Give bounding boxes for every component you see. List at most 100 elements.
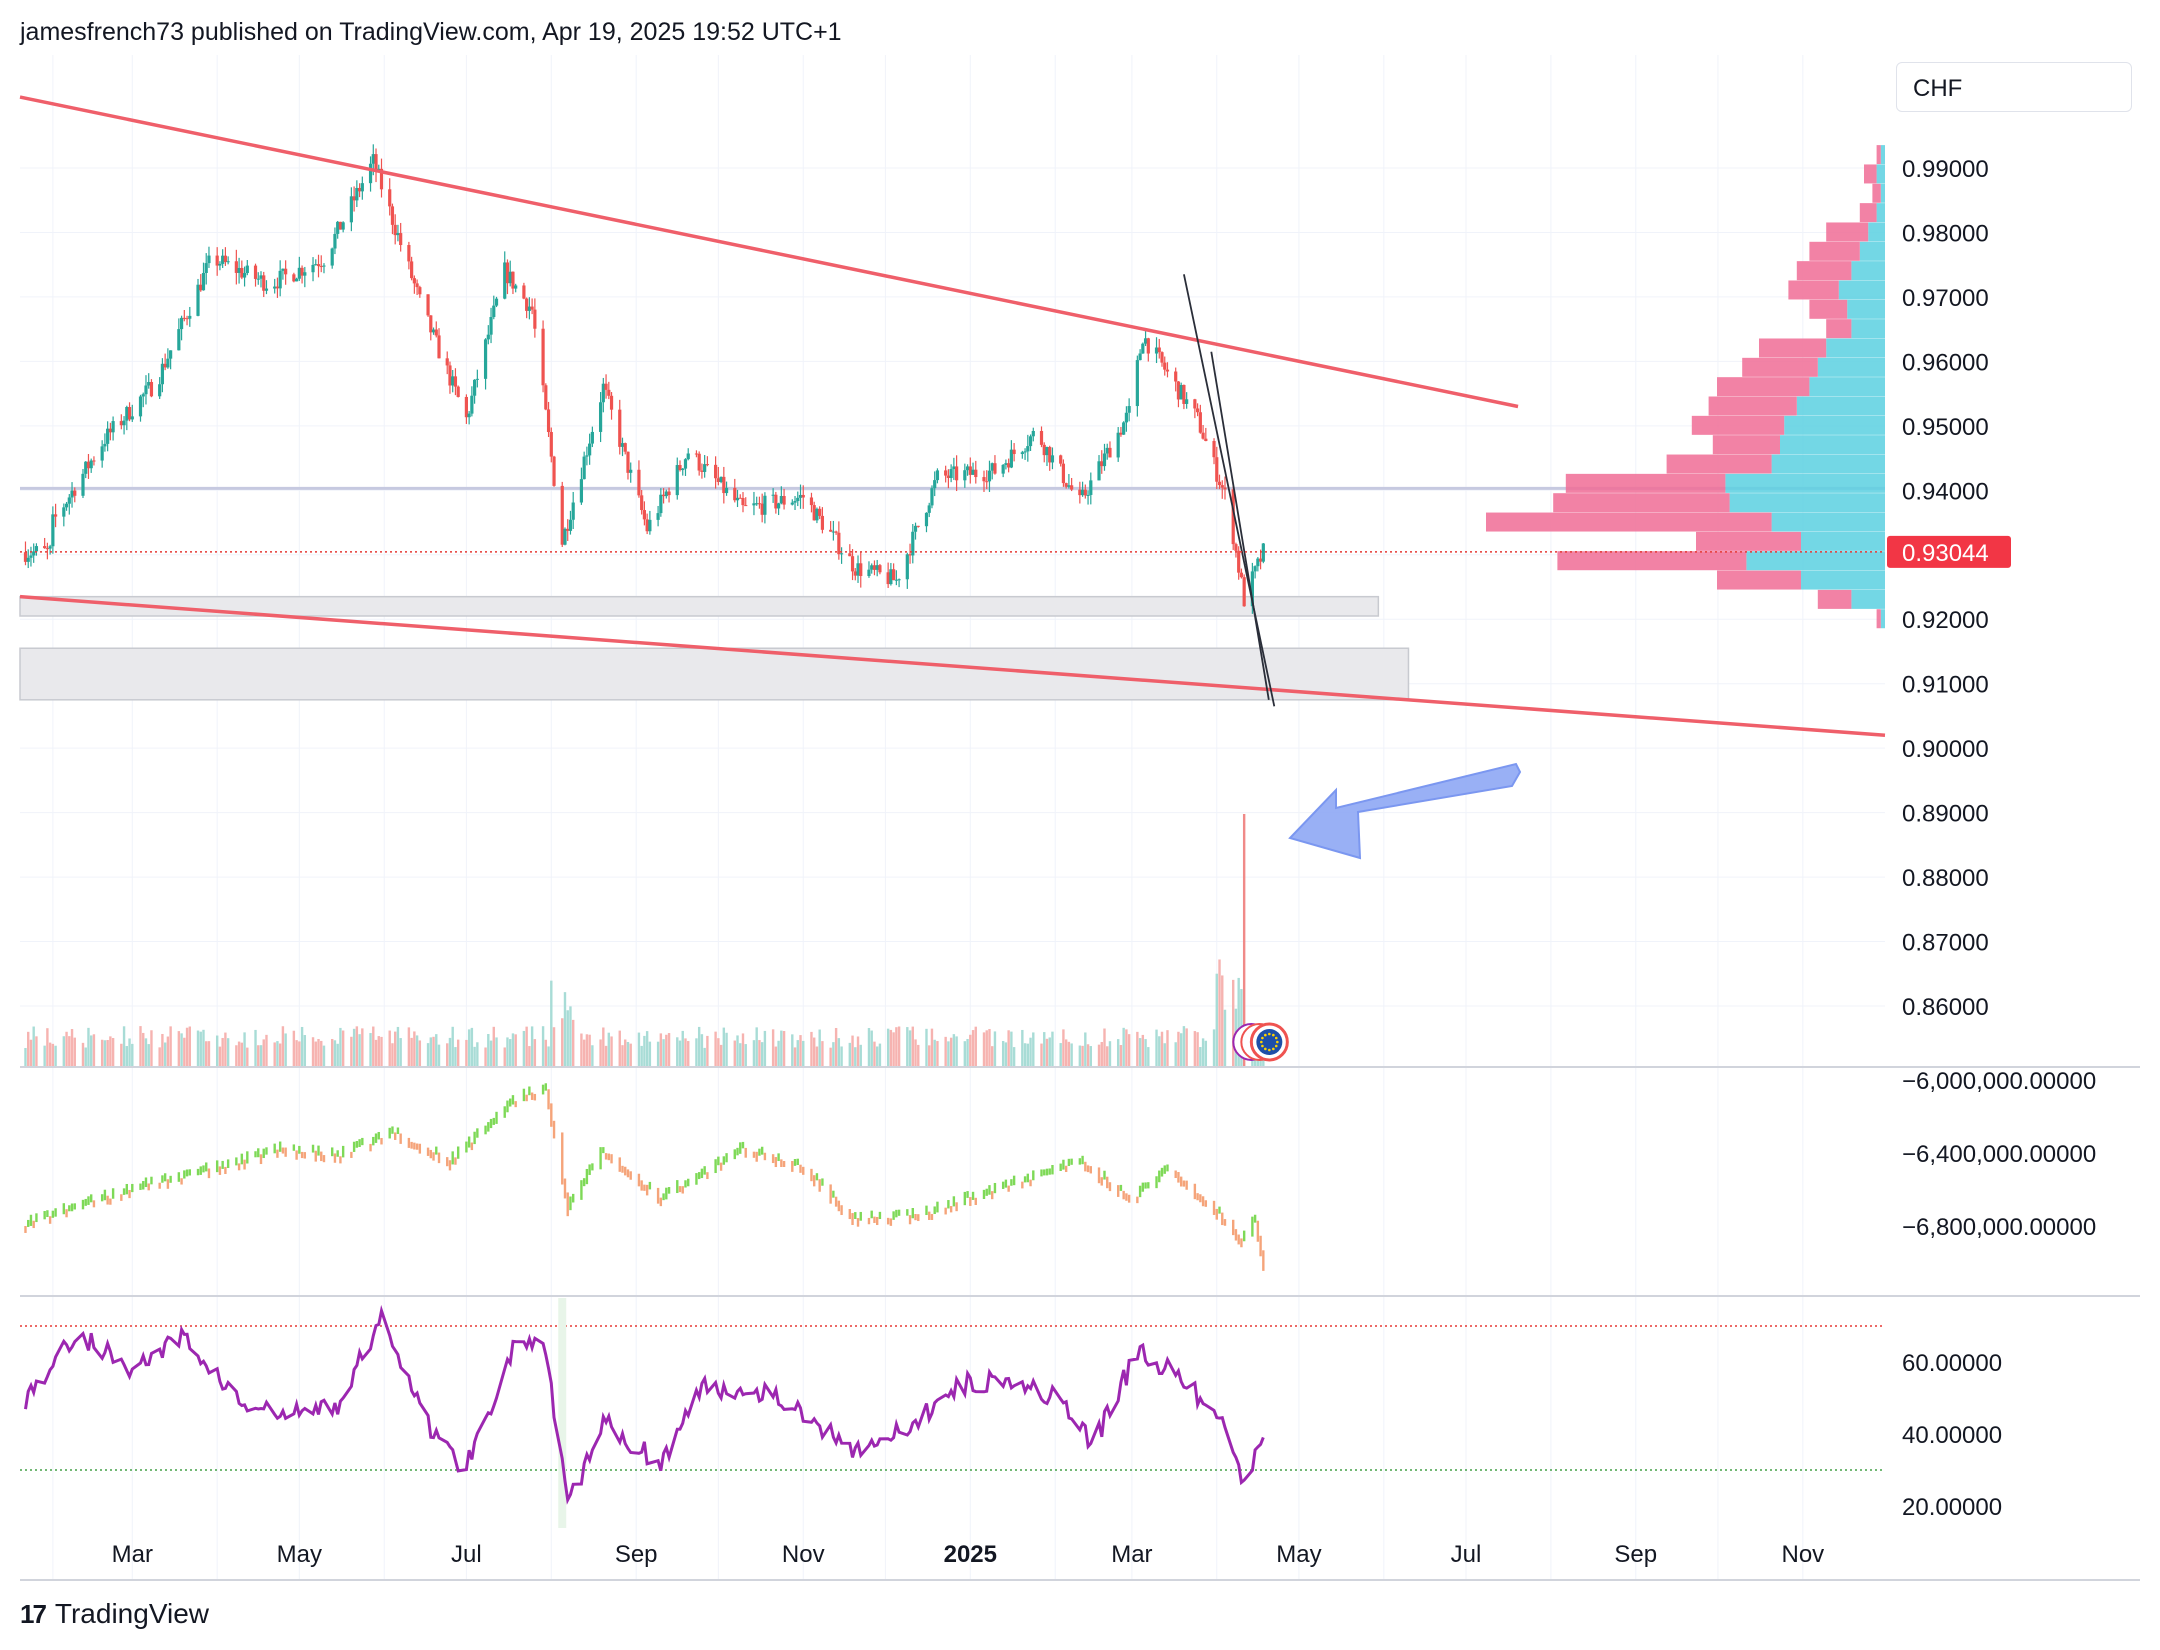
volume-bar: [832, 1042, 835, 1066]
volume-bar: [703, 1047, 706, 1066]
candle-body: [1100, 461, 1104, 467]
rsi-pane: [20, 1298, 1885, 1528]
volume-bar: [947, 1041, 950, 1066]
candle-body: [1157, 347, 1161, 353]
candle-body: [527, 306, 531, 311]
candle-body: [790, 502, 794, 505]
candle-body: [927, 505, 931, 513]
eu-star: [1264, 1047, 1267, 1051]
volume-bar: [295, 1040, 298, 1066]
volume-bar: [380, 1036, 383, 1066]
volume-bar: [188, 1026, 191, 1066]
trendlines[interactable]: [19, 95, 1886, 738]
volume-bar: [109, 1036, 112, 1066]
obv-pane: [24, 1083, 1265, 1271]
event-icons[interactable]: [1232, 1022, 1289, 1062]
volume-bar: [760, 1042, 764, 1066]
candle-body: [1070, 485, 1074, 490]
currency-selector[interactable]: CHF: [1896, 62, 2132, 112]
candle-body: [703, 464, 707, 472]
candle-body: [993, 463, 997, 474]
candle-body: [54, 514, 58, 517]
candle-body: [503, 262, 507, 299]
volume-bar: [1023, 1043, 1027, 1066]
volume-bar: [215, 1035, 219, 1066]
volume-bar: [676, 1037, 679, 1066]
volume-bar: [1043, 1032, 1046, 1066]
volume-bar: [782, 1031, 786, 1066]
volume-bar: [183, 1037, 186, 1066]
volume-bar: [834, 1027, 838, 1066]
volume-bar: [629, 1043, 632, 1066]
last-price-text: 0.93044: [1902, 540, 1989, 567]
candle-body: [169, 350, 173, 359]
price-tick-label: 0.89000: [1902, 801, 1989, 828]
volume-bar: [473, 1046, 476, 1066]
volume-bar: [1001, 1040, 1005, 1066]
volume-bar: [1103, 1028, 1106, 1066]
volume-bar: [1004, 1042, 1008, 1066]
candle-body: [1256, 558, 1260, 567]
candle-body: [218, 263, 222, 266]
volume-bar: [949, 1037, 953, 1066]
annotation-arrow[interactable]: [1288, 762, 1522, 860]
candle-body: [755, 503, 759, 505]
volume-bar: [1040, 1043, 1043, 1066]
vp-sell-bar: [1742, 357, 1818, 377]
candle-body: [1220, 485, 1224, 488]
volume-bar: [624, 1039, 627, 1066]
candle-body: [771, 494, 775, 496]
volume-bar: [892, 1032, 895, 1066]
candle-body: [253, 265, 258, 279]
rsi-tick-label: 40.00000: [1902, 1422, 2002, 1449]
candle-body: [697, 453, 701, 471]
candle-body: [1039, 430, 1044, 445]
candle-body: [122, 420, 126, 426]
volume-bar: [758, 1040, 761, 1066]
volume-bar: [1108, 1041, 1112, 1066]
candle-body: [388, 189, 392, 207]
volume-bar: [32, 1026, 35, 1066]
volume-bar: [870, 1030, 873, 1066]
candle-body: [1212, 441, 1216, 458]
volume-bar: [840, 1046, 843, 1066]
volume-bar: [982, 1032, 986, 1066]
vp-buy-bar: [1817, 357, 1885, 377]
candle-body: [399, 233, 403, 246]
vp-buy-bar: [1826, 338, 1885, 358]
candle-body: [714, 464, 718, 479]
candle-body: [410, 261, 414, 279]
volume-bar: [111, 1038, 115, 1066]
volume-bar: [848, 1042, 852, 1066]
candle-body: [1127, 406, 1131, 413]
candle-body: [933, 480, 937, 489]
candle-body: [1059, 455, 1063, 464]
volume-bar: [522, 1030, 526, 1066]
candle-body: [552, 456, 556, 486]
vp-sell-bar: [1696, 531, 1801, 551]
volume-bar: [511, 1033, 515, 1066]
volume-bar: [177, 1031, 181, 1066]
volume-bar: [1010, 1031, 1013, 1066]
candle-body: [946, 475, 950, 478]
volume-bar: [1138, 1038, 1142, 1066]
vp-sell-bar: [1872, 183, 1881, 203]
candle-body: [541, 328, 545, 386]
vp-sell-bar: [1759, 338, 1827, 358]
candle-body: [182, 317, 186, 319]
tradingview-logo[interactable]: 17 TradingView: [20, 1598, 209, 1630]
candle-body: [456, 386, 460, 397]
vp-sell-bar: [1717, 377, 1810, 397]
candle-body: [319, 266, 323, 268]
candle-body: [522, 285, 526, 299]
vp-sell-bar: [1859, 203, 1877, 223]
candle-body: [1165, 369, 1170, 372]
volume-bar: [1067, 1041, 1071, 1066]
support-zones: [19, 595, 1410, 701]
trendline-upper: [19, 95, 1519, 409]
candle-body: [1026, 446, 1030, 452]
volume-bar: [131, 1043, 134, 1066]
volume-bar: [62, 1036, 66, 1066]
candle-body: [242, 273, 247, 278]
